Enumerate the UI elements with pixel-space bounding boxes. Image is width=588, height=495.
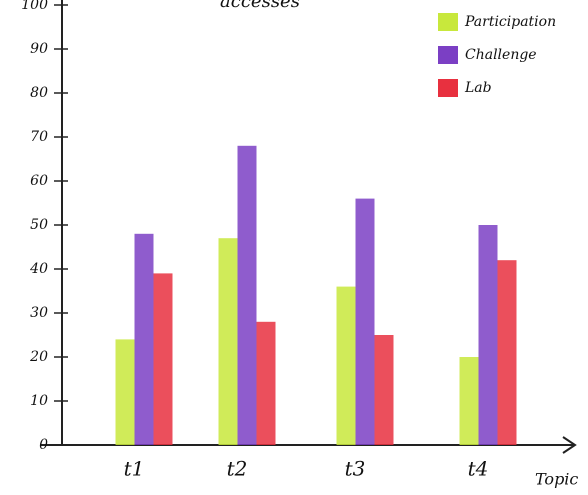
bar xyxy=(134,233,154,445)
bar xyxy=(336,286,356,445)
bar xyxy=(459,357,479,445)
y-tick-label: 10 xyxy=(30,393,48,409)
y-tick-label: 0 xyxy=(39,437,48,453)
legend-swatch xyxy=(438,13,458,31)
x-tick-label: t2 xyxy=(227,457,248,481)
x-tick-label: t1 xyxy=(124,457,145,481)
y-tick-label: 90 xyxy=(30,41,48,57)
bar xyxy=(374,335,394,445)
bar xyxy=(153,273,173,445)
legend-swatch xyxy=(438,79,458,97)
legend-swatch xyxy=(438,46,458,64)
x-tick-label: t3 xyxy=(345,457,366,481)
y-tick-label: 50 xyxy=(30,217,48,233)
x-axis-arrow xyxy=(562,436,577,454)
chart-title: accesses xyxy=(220,0,300,12)
bar xyxy=(237,145,257,446)
x-tick-label: t4 xyxy=(468,457,489,481)
y-tick-label: 80 xyxy=(30,85,48,101)
y-tick-label: 40 xyxy=(29,261,48,277)
bar xyxy=(218,238,238,445)
bar xyxy=(256,321,276,445)
y-tick-label: 60 xyxy=(30,173,48,189)
x-axis-label: Topic xyxy=(535,470,578,489)
legend-label: Lab xyxy=(464,80,492,96)
y-tick-label: 100 xyxy=(21,0,48,13)
legend-label: Challenge xyxy=(465,47,537,63)
bar xyxy=(497,260,517,445)
y-tick-label: 70 xyxy=(30,129,48,145)
bar xyxy=(355,198,375,445)
bar xyxy=(478,225,498,445)
legend-label: Participation xyxy=(464,14,556,30)
bar xyxy=(115,339,135,445)
y-tick-label: 20 xyxy=(29,349,48,365)
y-tick-label: 30 xyxy=(30,305,48,321)
